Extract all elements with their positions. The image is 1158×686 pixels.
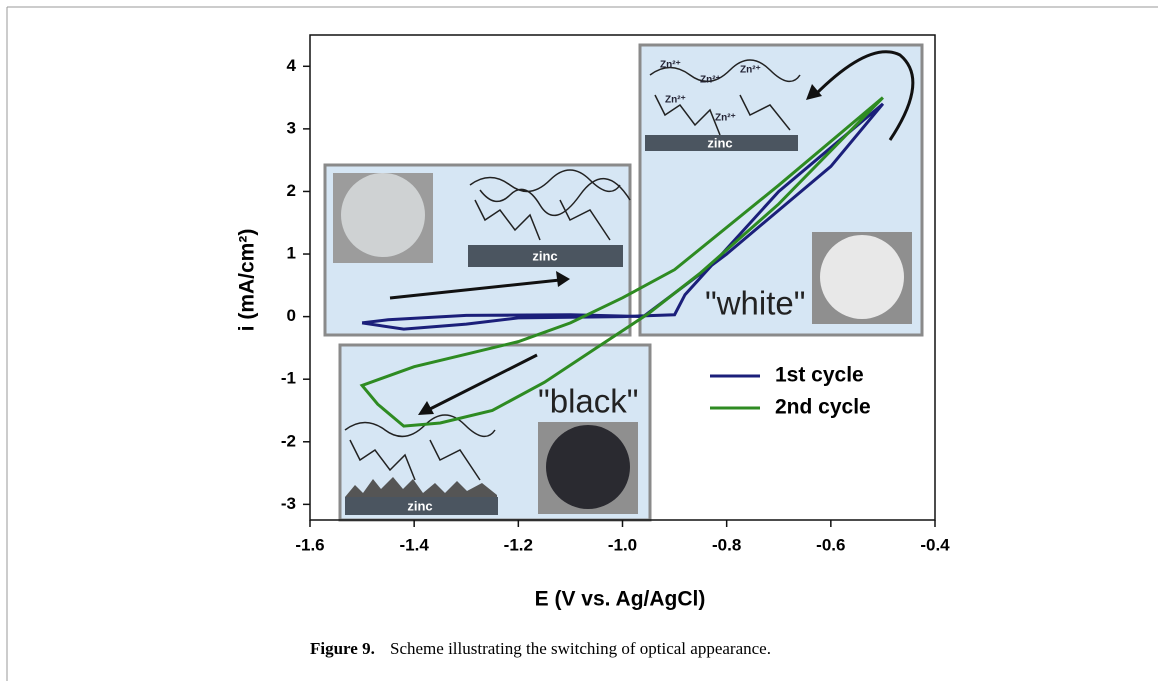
legend-label: 1st cycle [775,364,864,387]
x-tick-label: -0.8 [712,535,741,554]
inset-label: zinc [532,248,557,263]
inset-label: zinc [407,498,432,513]
y-tick-label: 4 [287,56,297,75]
y-tick-label: 3 [287,118,296,137]
x-tick-label: -1.2 [504,535,533,554]
inset-label: zinc [707,135,732,150]
caption-label: Figure 9. [310,639,375,658]
y-tick-label: -2 [281,431,296,450]
page: zinc zinc Zn²⁺ Zn²⁺ Zn²⁺ Zn²⁺ Zn²⁺ "whit… [0,0,1158,681]
ion-label: Zn²⁺ [660,60,681,71]
x-axis-label: E (V vs. Ag/AgCl) [535,588,706,611]
inset-bottom: zinc "black" [340,345,650,520]
inset-label: "black" [538,383,638,420]
legend-label: 2nd cycle [775,396,871,419]
y-tick-label: -1 [281,369,296,388]
ion-label: Zn²⁺ [740,65,761,76]
x-tick-label: -1.0 [608,535,637,554]
caption-text: Scheme illustrating the switching of opt… [390,639,771,658]
y-axis-label: i (mA/cm²) [236,229,259,332]
ion-label: Zn²⁺ [700,75,721,86]
y-tick-label: 0 [287,306,296,325]
x-tick-label: -1.4 [400,535,430,554]
x-tick-label: -0.4 [920,535,950,554]
y-tick-label: 2 [287,181,296,200]
inset-left: zinc [325,165,630,335]
x-tick-label: -0.6 [816,535,845,554]
y-tick-label: -3 [281,494,296,513]
ion-label: Zn²⁺ [665,95,686,106]
inset-label: "white" [705,285,805,322]
y-tick-label: 1 [287,244,296,263]
x-tick-label: -1.6 [295,535,324,554]
ion-label: Zn²⁺ [715,113,736,124]
